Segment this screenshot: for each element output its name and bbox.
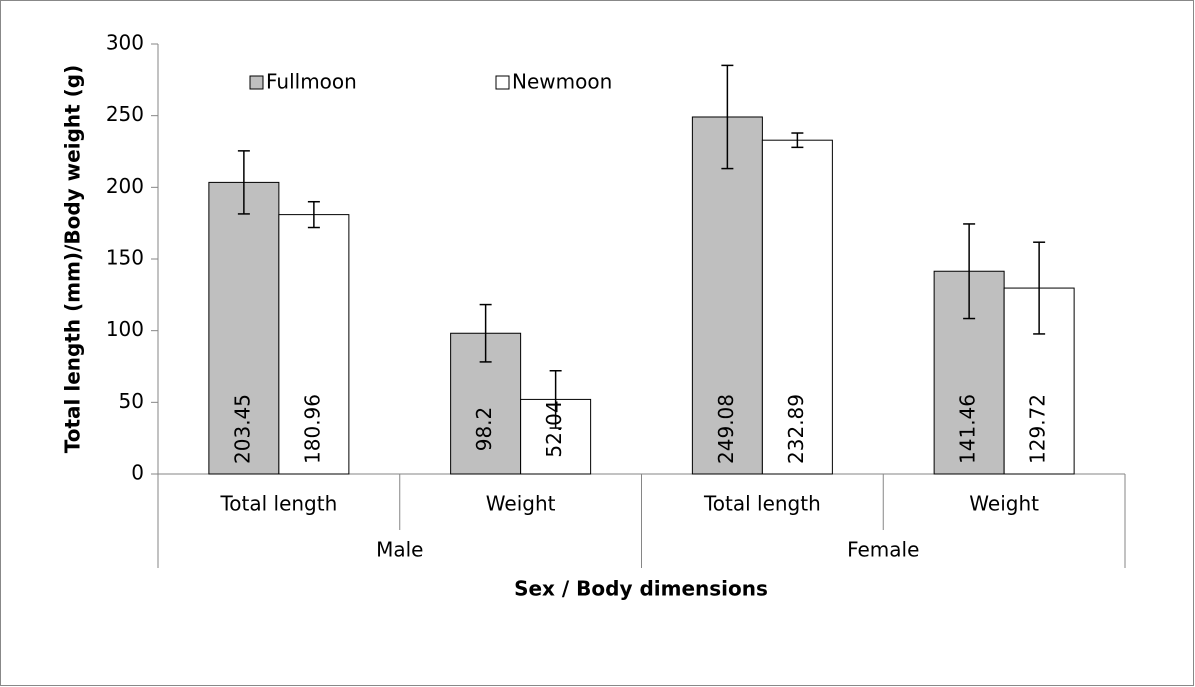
error-bar	[963, 223, 976, 320]
data-label: 129.72	[1026, 394, 1050, 464]
x-tick-label: Weight	[486, 492, 556, 516]
legend-swatch	[495, 75, 510, 90]
y-tick-label: 250	[106, 102, 144, 126]
bar	[278, 214, 350, 475]
y-tick-label: 100	[106, 317, 144, 341]
error-bar	[791, 132, 804, 149]
error-bar	[721, 64, 734, 170]
data-label: 232.89	[784, 394, 808, 464]
legend-swatch	[249, 75, 264, 90]
error-bar	[307, 200, 320, 229]
y-tick-label: 50	[119, 389, 144, 413]
data-label: 98.2	[472, 407, 496, 452]
group-label: Male	[376, 538, 423, 562]
error-bar	[1033, 241, 1046, 335]
group-label: Female	[847, 538, 919, 562]
error-bar	[479, 303, 492, 363]
y-tick-label: 200	[106, 174, 144, 198]
data-label: 203.45	[230, 394, 254, 464]
data-label: 249.08	[714, 394, 738, 464]
y-tick-label: 0	[131, 461, 144, 485]
bar	[691, 116, 763, 475]
legend-label: Newmoon	[512, 70, 612, 94]
y-axis-title: Total length (mm)/Body weight (g)	[61, 65, 85, 453]
bar	[761, 139, 833, 475]
data-label: 180.96	[300, 394, 324, 464]
x-tick-label: Weight	[969, 492, 1039, 516]
y-tick-label: 300	[106, 31, 144, 55]
x-tick-label: Total length	[219, 492, 337, 516]
x-axis-title: Sex / Body dimensions	[514, 577, 768, 601]
x-tick-label: Total length	[703, 492, 821, 516]
legend-label: Fullmoon	[266, 70, 357, 94]
data-label: 141.46	[956, 394, 980, 464]
error-bar	[549, 369, 562, 429]
data-label: 52.04	[542, 400, 566, 457]
error-bar	[237, 150, 250, 215]
y-tick-label: 150	[106, 246, 144, 270]
